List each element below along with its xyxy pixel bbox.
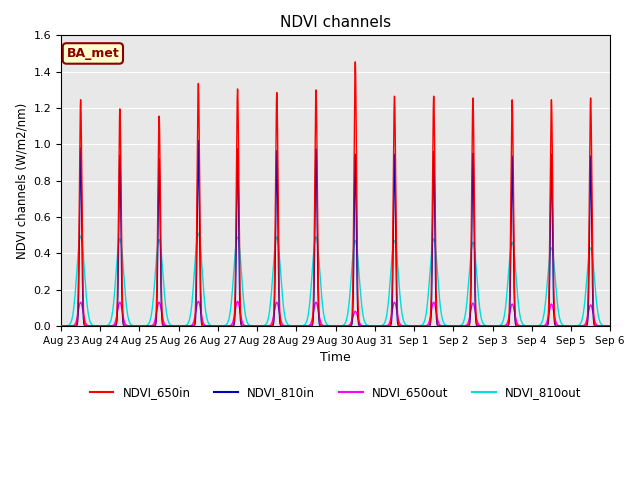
NDVI_810out bbox=[195, 230, 202, 236]
NDVI_810in bbox=[57, 323, 65, 329]
NDVI_810out bbox=[323, 322, 331, 327]
NDVI_650out bbox=[607, 323, 614, 329]
NDVI_810in bbox=[195, 138, 202, 144]
Text: BA_met: BA_met bbox=[67, 47, 119, 60]
NDVI_650out bbox=[323, 323, 331, 329]
NDVI_810in bbox=[201, 323, 209, 329]
NDVI_810in bbox=[323, 323, 331, 329]
NDVI_810out bbox=[264, 315, 272, 321]
NDVI_810out bbox=[201, 302, 209, 308]
NDVI_650out bbox=[195, 299, 202, 304]
NDVI_810in bbox=[276, 312, 284, 318]
NDVI_650in bbox=[264, 323, 272, 329]
NDVI_650out bbox=[86, 323, 93, 329]
Title: NDVI channels: NDVI channels bbox=[280, 15, 391, 30]
NDVI_810out bbox=[57, 323, 65, 329]
NDVI_650in bbox=[275, 293, 283, 299]
NDVI_650out bbox=[276, 310, 284, 315]
NDVI_650in bbox=[201, 323, 209, 329]
X-axis label: Time: Time bbox=[320, 351, 351, 364]
NDVI_810out bbox=[429, 239, 436, 245]
NDVI_650in bbox=[323, 323, 331, 329]
NDVI_650in bbox=[607, 323, 614, 329]
NDVI_650in bbox=[429, 161, 436, 167]
NDVI_810out bbox=[276, 252, 284, 258]
NDVI_650in bbox=[86, 323, 93, 329]
Line: NDVI_650out: NDVI_650out bbox=[61, 301, 611, 326]
Line: NDVI_650in: NDVI_650in bbox=[61, 62, 611, 326]
NDVI_810in bbox=[86, 323, 93, 329]
NDVI_810out bbox=[607, 323, 614, 329]
NDVI_810in bbox=[264, 323, 272, 329]
Line: NDVI_810in: NDVI_810in bbox=[61, 141, 611, 326]
NDVI_810in bbox=[607, 323, 614, 329]
NDVI_810in bbox=[429, 211, 436, 217]
NDVI_650in bbox=[351, 59, 359, 65]
NDVI_650in bbox=[57, 323, 65, 329]
Y-axis label: NDVI channels (W/m2/nm): NDVI channels (W/m2/nm) bbox=[15, 102, 28, 259]
Line: NDVI_810out: NDVI_810out bbox=[61, 233, 611, 326]
NDVI_810out bbox=[86, 318, 93, 324]
NDVI_650out bbox=[264, 323, 272, 329]
NDVI_650out bbox=[429, 301, 436, 307]
NDVI_650out bbox=[201, 323, 209, 328]
Legend: NDVI_650in, NDVI_810in, NDVI_650out, NDVI_810out: NDVI_650in, NDVI_810in, NDVI_650out, NDV… bbox=[85, 381, 586, 404]
NDVI_650out bbox=[57, 323, 65, 329]
